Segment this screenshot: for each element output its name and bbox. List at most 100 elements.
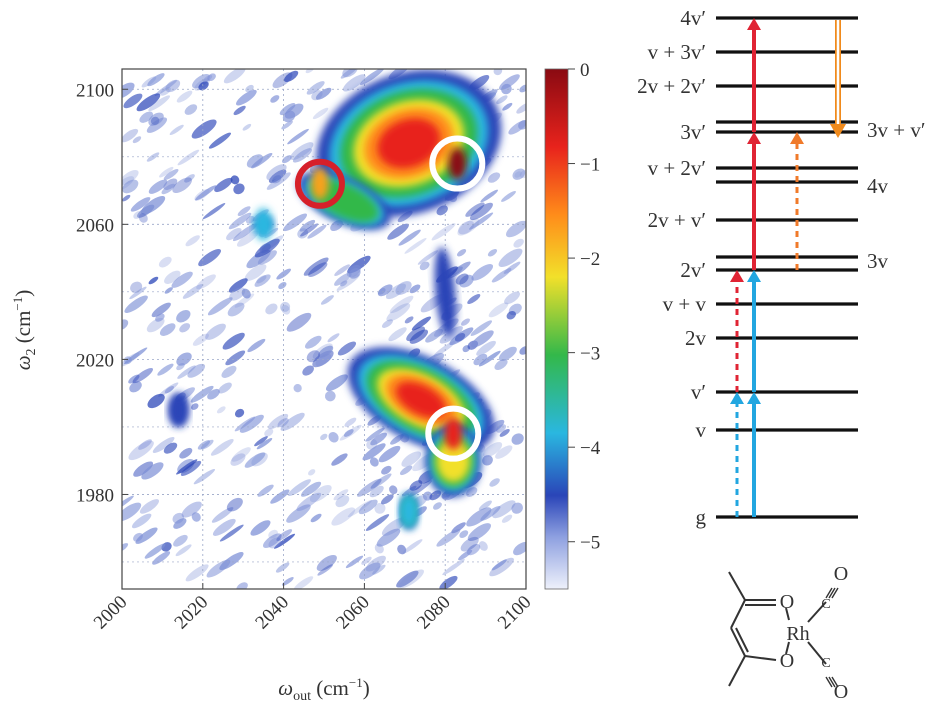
noise-speck <box>163 442 178 454</box>
noise-speck <box>369 457 379 467</box>
noise-speck <box>506 310 516 320</box>
noise-speck <box>300 223 319 237</box>
noise-speck <box>234 416 256 432</box>
x-axis-ticks: 2000 2020 2040 2060 2080 2100 <box>90 583 536 633</box>
noise-speck <box>336 274 360 291</box>
noise-speck <box>202 203 226 220</box>
noise-speck <box>287 479 311 497</box>
noise-speck <box>122 169 139 185</box>
noise-speck <box>219 524 244 542</box>
noise-speck <box>122 352 140 367</box>
noise-speck <box>306 350 320 363</box>
noise-speck <box>276 529 293 541</box>
peak-core <box>399 495 418 528</box>
noise-speck <box>132 367 154 384</box>
noise-speck <box>401 451 422 467</box>
noise-speck <box>324 390 336 402</box>
co-triple-bond <box>825 676 833 688</box>
noise-speck <box>140 196 166 215</box>
energy-level-label: 4v <box>867 174 889 198</box>
noise-speck <box>230 175 240 185</box>
noise-speck <box>159 323 176 336</box>
noise-speck <box>389 295 414 314</box>
atom-label: O <box>780 591 794 613</box>
noise-speck <box>334 264 350 276</box>
energy-level-label: v <box>696 418 707 442</box>
noise-speck <box>123 93 143 109</box>
noise-speck <box>241 288 251 299</box>
noise-speck <box>381 465 392 475</box>
noise-speck <box>132 136 142 144</box>
noise-speck <box>357 478 382 497</box>
noise-speck <box>251 452 268 467</box>
noise-speck <box>264 428 274 437</box>
noise-speck <box>310 513 322 523</box>
noise-speck <box>165 79 181 93</box>
noise-speck <box>344 417 357 427</box>
noise-speck <box>459 274 474 288</box>
noise-speck <box>335 495 350 508</box>
noise-speck <box>498 346 517 362</box>
noise-speck <box>467 294 481 304</box>
noise-speck <box>173 518 187 529</box>
noise-speck <box>222 332 245 350</box>
noise-speck <box>381 319 393 328</box>
noise-speck <box>495 445 513 459</box>
noise-speck <box>411 316 432 331</box>
noise-speck <box>130 281 143 293</box>
noise-speck <box>182 284 203 299</box>
noise-speck <box>311 90 323 101</box>
noise-speck <box>122 495 134 512</box>
energy-level-label: v + 2v′ <box>648 156 706 180</box>
noise-speck <box>281 577 294 586</box>
atom-label: O <box>780 650 794 672</box>
noise-speck <box>365 427 385 442</box>
noise-speck <box>516 102 526 114</box>
arrow-head <box>747 18 761 30</box>
noise-speck <box>409 284 421 294</box>
noise-speck <box>268 537 282 549</box>
noise-speck <box>284 70 299 83</box>
contour-layer <box>377 118 441 169</box>
noise-speck <box>308 262 328 277</box>
colorbar-tick-label: −2 <box>580 249 600 270</box>
noise-speck <box>176 309 191 323</box>
noise-speck <box>358 499 378 515</box>
noise-speck <box>226 497 243 512</box>
atom-label: O <box>834 563 848 585</box>
y-axis-ticks: 1980 2020 2060 2100 <box>76 80 128 506</box>
noise-speck <box>488 302 509 318</box>
noise-speck <box>331 507 356 526</box>
noise-speck <box>365 514 390 531</box>
noise-speck <box>337 341 357 356</box>
peak-core <box>448 147 467 180</box>
noise-speck <box>172 512 185 524</box>
arrow-head <box>747 392 761 404</box>
noise-speck <box>286 504 311 523</box>
noise-speck <box>177 365 196 379</box>
noise-speck <box>139 499 160 514</box>
noise-speck <box>226 227 242 241</box>
noise-speck <box>256 275 267 284</box>
noise-speck <box>482 455 493 466</box>
noise-speck <box>147 393 165 409</box>
noise-speck <box>207 297 233 316</box>
noise-speck <box>454 332 466 342</box>
noise-speck <box>135 527 158 544</box>
noise-speck <box>129 286 147 300</box>
red-circle-marker <box>294 158 345 209</box>
noise-speck <box>151 302 171 318</box>
noise-speck <box>228 278 248 293</box>
noise-speck <box>327 333 340 343</box>
o-rh-bond-bottom <box>785 641 790 655</box>
noise-speck <box>164 287 173 294</box>
noise-speck <box>146 317 165 333</box>
noise-speck <box>163 169 179 181</box>
colorbar-tick-label: −5 <box>580 533 600 554</box>
noise-speck <box>169 124 184 136</box>
noise-speck <box>328 431 339 443</box>
noise-speck <box>360 69 385 85</box>
noise-speck <box>141 462 164 480</box>
noise-speck <box>283 213 308 232</box>
noise-speck <box>171 271 193 288</box>
